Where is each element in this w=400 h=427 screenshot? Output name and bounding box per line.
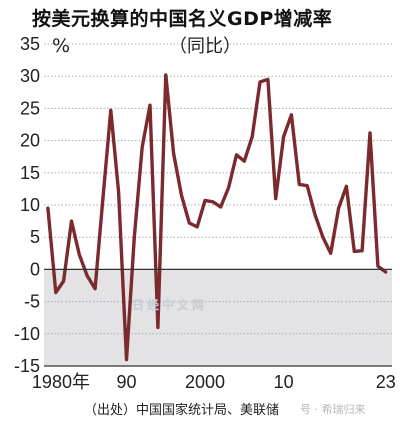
x-tick-label: 1980年 xyxy=(32,372,90,392)
y-tick-label: 15 xyxy=(20,163,40,183)
x-tick-label: 10 xyxy=(274,372,294,392)
y-tick-label: 5 xyxy=(30,227,40,247)
x-tick-label: 90 xyxy=(116,372,136,392)
x-tick-label: 23 xyxy=(376,372,396,392)
y-tick-label: -15 xyxy=(14,356,40,376)
y-tick-label: -10 xyxy=(14,324,40,344)
y-tick-label: 10 xyxy=(20,195,40,215)
gdp-growth-line xyxy=(46,73,388,362)
negative-region-shading xyxy=(44,269,392,366)
watermark-corner: 号 · 希瑞归来 xyxy=(300,403,366,416)
y-tick-label: 35 xyxy=(20,34,40,54)
x-axis-tick-labels: 1980年 90 2000 10 23 xyxy=(32,372,396,392)
chart-subtitle: （同比） xyxy=(169,36,241,57)
x-tick-label: 2000 xyxy=(185,372,225,392)
source-note: （出处）中国国家统计局、美联储 xyxy=(84,403,280,418)
y-tick-label: 20 xyxy=(20,131,40,151)
y-axis-unit-label: % xyxy=(52,35,70,57)
chart-title: 按美元换算的中国名义GDP增减率 xyxy=(32,8,333,30)
watermark-center: 日经中文网 xyxy=(132,298,208,312)
y-tick-label: 30 xyxy=(20,66,40,86)
y-tick-label: 0 xyxy=(30,259,40,279)
y-tick-label: 25 xyxy=(20,98,40,118)
y-tick-label: -5 xyxy=(24,292,40,312)
y-axis-tick-labels: -15 -10 -5 0 5 10 15 20 25 30 35 xyxy=(14,34,40,376)
